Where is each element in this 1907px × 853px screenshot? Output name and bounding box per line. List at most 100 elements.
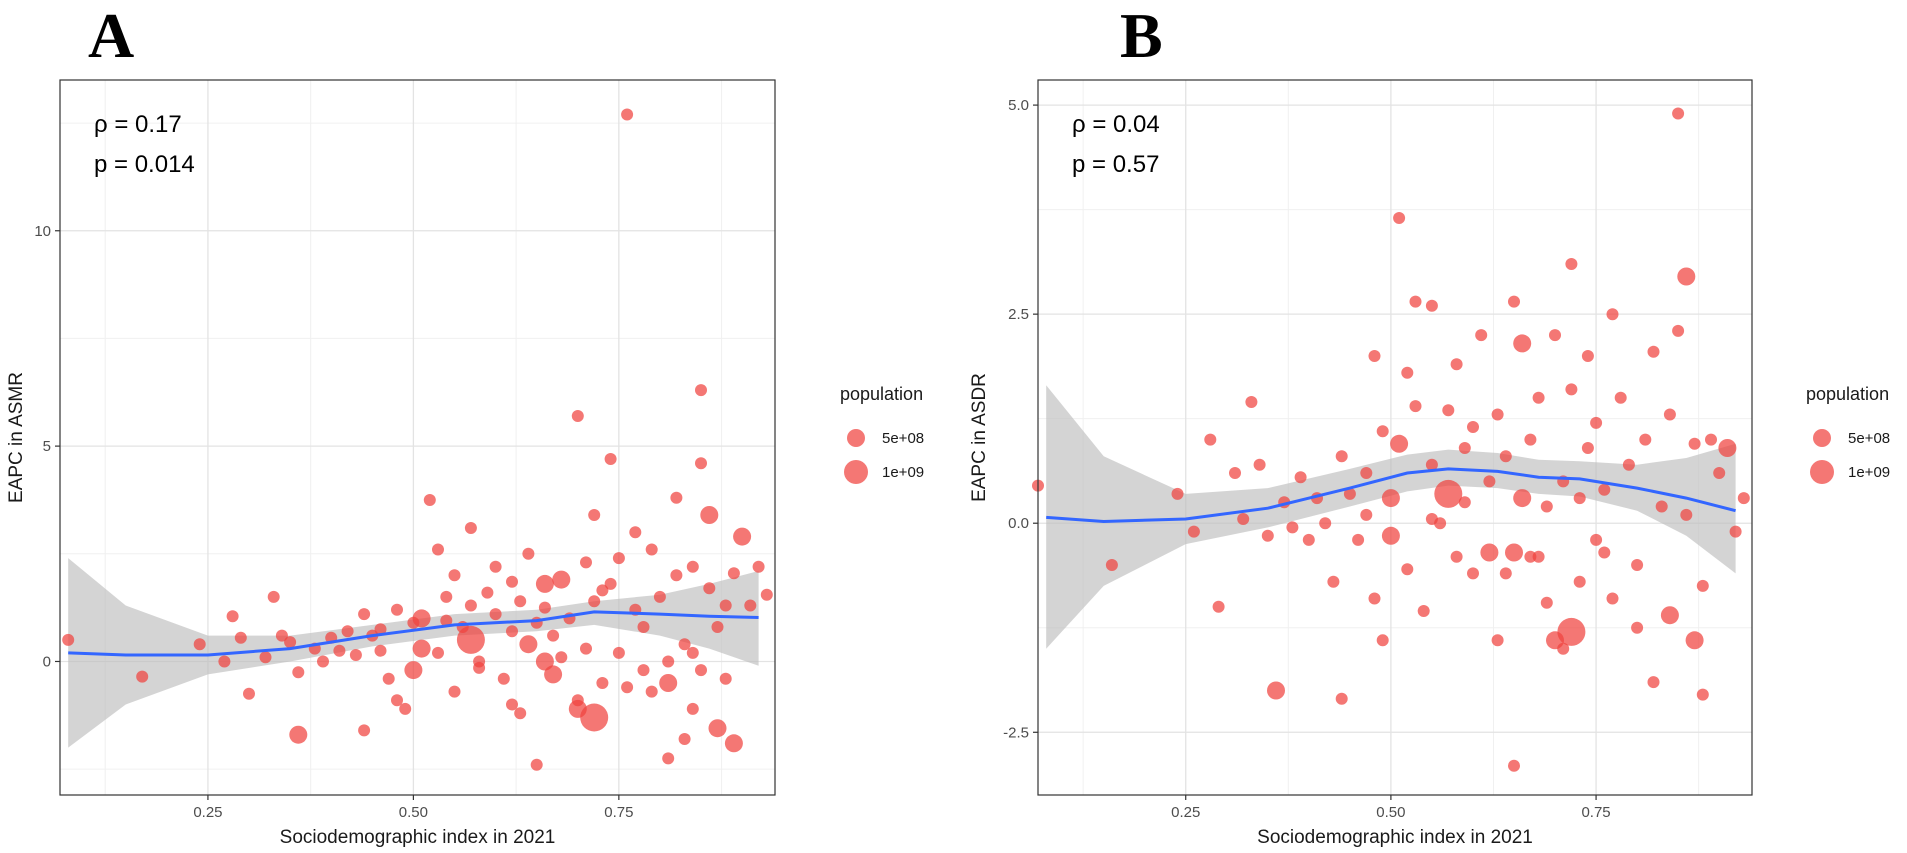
- panel-b-point-81: [1647, 345, 1660, 358]
- panel-b-point-101: [1499, 567, 1512, 580]
- panel-a-point-51: [522, 547, 535, 560]
- panel-b-point-3: [1187, 525, 1200, 538]
- panel-b-point-70: [1581, 442, 1594, 454]
- panel-b-point-63: [1549, 329, 1561, 342]
- panel-a-point-102: [752, 560, 765, 573]
- panel-b-point-74: [1598, 483, 1611, 496]
- panel-b-point-36: [1417, 605, 1430, 617]
- panel-a-point-11: [292, 666, 305, 679]
- panel-b-point-66: [1557, 617, 1586, 646]
- panel-a-point-98: [724, 734, 743, 753]
- panel-a-point-23: [382, 672, 395, 685]
- panel-a-point-48: [514, 595, 527, 608]
- panel-b-point-60: [1532, 391, 1545, 404]
- panel-b-x-tick-label: 0.25: [1171, 804, 1200, 821]
- panel-a-point-83: [670, 491, 683, 504]
- panel-b-point-43: [1450, 358, 1463, 371]
- panel-b-annotation-0: ρ = 0.04: [1072, 111, 1160, 138]
- panel-a-point-18: [349, 649, 362, 661]
- panel-a-point-50: [519, 635, 538, 654]
- panel-b-point-93: [1696, 688, 1709, 701]
- panel-a-point-69: [604, 577, 617, 590]
- panel-b-point-87: [1672, 324, 1685, 337]
- panel-b-legend-key-0: [1813, 429, 1831, 447]
- panel-b-point-10: [1261, 529, 1274, 542]
- panel-a-point-46: [506, 625, 518, 638]
- panel-a-point-89: [695, 384, 707, 397]
- panel-b-point-34: [1409, 295, 1422, 308]
- panel-b-point-56: [1513, 489, 1532, 508]
- panel-a-point-100: [733, 527, 752, 546]
- panel-a-point-99: [727, 567, 740, 580]
- panel-a-point-93: [703, 582, 716, 595]
- panel-a-legend-label-0: 5e+08: [882, 430, 924, 447]
- panel-a-point-65: [588, 509, 601, 521]
- panel-b-point-69: [1573, 575, 1586, 588]
- panel-a-point-76: [637, 621, 650, 633]
- panel-a-panel-border: [59, 79, 776, 796]
- panel-b-point-33: [1401, 563, 1414, 576]
- panel-a-point-44: [489, 560, 502, 573]
- panel-a-legend: population 5e+08 1e+09: [840, 384, 924, 484]
- panel-b-point-6: [1229, 467, 1241, 479]
- panel-a-point-101: [744, 599, 757, 612]
- panel-b-point-25: [1368, 592, 1381, 605]
- panel-a-point-20: [358, 724, 371, 737]
- panel-b-legend-label-0: 5e+08: [1848, 430, 1890, 447]
- panel-b-point-91: [1688, 437, 1701, 450]
- panel-a-point-72: [621, 108, 634, 121]
- panel-a-point-84: [670, 569, 683, 582]
- panel-b-point-76: [1606, 592, 1619, 605]
- panel-b-y-tick-label: 0.0: [1008, 515, 1029, 532]
- panel-b-point-23: [1360, 508, 1373, 521]
- panel-a-x-tick-label: 0.75: [604, 804, 633, 821]
- panel-b-point-55: [1505, 543, 1523, 562]
- panel-b-point-13: [1286, 521, 1299, 534]
- panel-a-point-25: [391, 694, 403, 707]
- panel-a-point-78: [645, 685, 658, 698]
- panel-a-point-74: [629, 526, 642, 539]
- panel-a-point-4: [226, 610, 239, 623]
- panel-b-confidence-band: [1046, 385, 1736, 649]
- panel-a-annotation-0: ρ = 0.17: [94, 111, 182, 138]
- panel-b-point-88: [1677, 267, 1696, 286]
- panel-a-point-111: [571, 694, 584, 707]
- panel-letter-a: A: [88, 0, 135, 71]
- panel-b-point-85: [1660, 606, 1679, 625]
- panel-b-panel-border: [1037, 79, 1753, 796]
- panel-a-point-60: [571, 410, 584, 422]
- panel-b-point-68: [1565, 383, 1578, 396]
- panel-b-point-1: [1105, 559, 1118, 571]
- panel-a-point-34: [440, 590, 453, 603]
- panel-b-point-73: [1590, 416, 1603, 429]
- panel-a-point-105: [555, 651, 568, 664]
- panel-b-point-18: [1327, 575, 1340, 588]
- panel-b-point-61: [1540, 500, 1553, 513]
- panel-a-y-axis-title: EAPC in ASMR: [6, 372, 27, 503]
- panel-b-point-67: [1565, 258, 1578, 270]
- panel-b-point-30: [1390, 434, 1409, 453]
- panel-b-point-106: [1532, 550, 1545, 563]
- panel-a-point-7: [259, 651, 272, 664]
- panel-a-point-80: [662, 655, 675, 668]
- panel-a-point-30: [412, 609, 431, 628]
- panel-b-point-26: [1376, 425, 1389, 438]
- panel-a-point-57: [544, 665, 563, 684]
- panel-a-point-29: [412, 639, 431, 658]
- panel-b-point-49: [1483, 475, 1496, 488]
- panel-b-point-107: [1573, 492, 1586, 505]
- panel-a-point-47: [506, 698, 518, 711]
- panel-b-point-89: [1680, 508, 1693, 521]
- panel-b-point-58: [1524, 433, 1537, 446]
- panel-a-point-79: [653, 590, 666, 603]
- panel-b-point-52: [1499, 450, 1512, 463]
- panel-b-point-104: [1425, 513, 1438, 525]
- panel-a-point-35: [448, 685, 461, 698]
- panel-b-point-46: [1467, 421, 1479, 433]
- panel-b-point-86: [1672, 107, 1685, 120]
- panel-b-point-78: [1622, 458, 1635, 471]
- panel-b-point-97: [1729, 525, 1742, 538]
- panel-b-point-27: [1376, 634, 1389, 647]
- panel-a-point-95: [708, 719, 727, 738]
- panel-b-y-tick-label: 5.0: [1008, 97, 1029, 114]
